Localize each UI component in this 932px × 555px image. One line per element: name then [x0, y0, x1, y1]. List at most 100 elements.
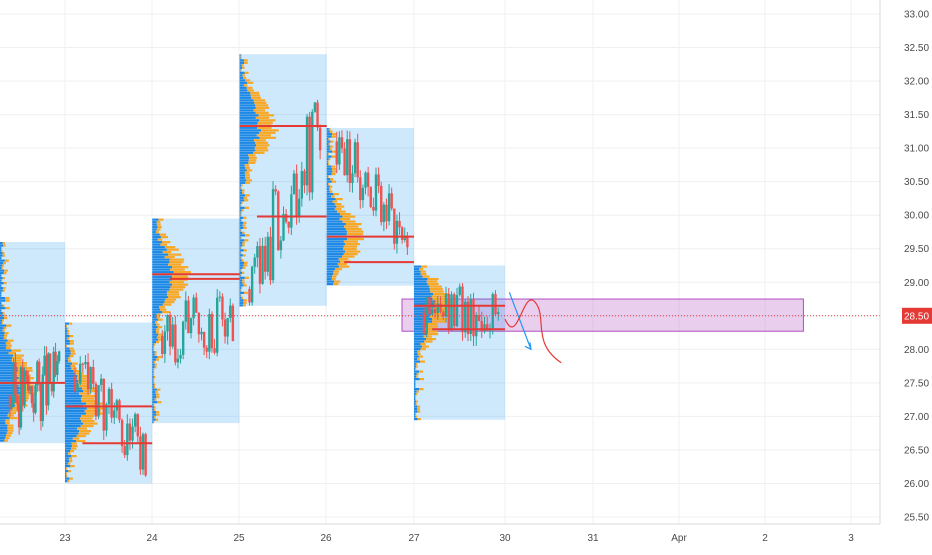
- volume-profile-bar: [152, 396, 157, 399]
- volume-profile-bar: [78, 385, 89, 388]
- volume-profile-bar: [5, 347, 11, 350]
- candle-body: [171, 324, 174, 347]
- candle-body: [14, 362, 17, 396]
- candle-body: [279, 240, 283, 251]
- volume-profile-bar: [424, 328, 434, 331]
- volume-profile-bar: [326, 150, 333, 153]
- volume-profile-bar: [239, 229, 241, 232]
- volume-profile-bar: [247, 81, 254, 84]
- volume-profile-bar: [65, 467, 67, 470]
- volume-profile-bar: [239, 166, 246, 169]
- volume-profile-bar: [242, 279, 245, 282]
- volume-profile-bar: [0, 287, 4, 290]
- volume-profile-bar: [239, 134, 257, 137]
- candle-body: [458, 286, 461, 296]
- x-tick-label: 23: [59, 533, 71, 544]
- volume-profile-bar: [13, 402, 26, 405]
- volume-profile-bar: [246, 86, 253, 89]
- volume-profile-bar: [326, 283, 334, 286]
- volume-profile-bar: [0, 422, 6, 425]
- volume-profile-bar: [427, 323, 438, 326]
- volume-profile-bar: [414, 298, 433, 301]
- volume-profile-bar: [331, 155, 336, 158]
- volume-profile-bar: [429, 315, 443, 318]
- volume-profile-bar: [65, 352, 71, 355]
- candle-body: [94, 383, 98, 417]
- candle-body: [269, 236, 272, 281]
- candle-body: [395, 220, 399, 244]
- volume-profile-bar: [243, 196, 247, 199]
- volume-profile-bar: [65, 337, 68, 340]
- volume-profile-bar: [7, 424, 14, 427]
- volume-profile-bar: [0, 332, 5, 335]
- volume-profile-bar: [244, 291, 248, 294]
- volume-profile-bar: [326, 173, 332, 176]
- volume-profile-bar: [326, 215, 343, 218]
- volume-profile-bar: [69, 477, 73, 480]
- volume-profile-bar: [65, 362, 73, 365]
- candle-body: [390, 193, 393, 209]
- volume-profile-bar: [253, 139, 266, 142]
- volume-profile-bar: [65, 407, 87, 410]
- volume-profile-bar: [239, 184, 242, 187]
- volume-profile-bar: [1, 247, 2, 250]
- volume-profile-bar: [240, 294, 242, 297]
- volume-profile-bar: [342, 220, 356, 223]
- volume-profile-bar: [414, 293, 434, 296]
- volume-profile-bar: [162, 311, 171, 314]
- volume-profile-bar: [239, 206, 245, 209]
- volume-profile-bar: [326, 203, 335, 206]
- volume-profile-bar: [0, 369, 18, 372]
- volume-profile-bar: [326, 143, 329, 146]
- volume-profile-bar: [239, 219, 241, 222]
- volume-profile-bar: [168, 263, 182, 266]
- volume-profile-bar: [2, 277, 5, 280]
- volume-profile-bar: [0, 402, 14, 405]
- volume-profile-bar: [77, 427, 87, 430]
- volume-profile-bar: [152, 248, 167, 251]
- volume-profile-bar: [245, 79, 251, 82]
- volume-profile-bar: [248, 159, 257, 162]
- volume-profile-bar: [65, 322, 69, 325]
- volume-profile-bar: [3, 337, 7, 340]
- volume-profile-bar: [326, 128, 329, 131]
- volume-profile-bar: [333, 283, 339, 286]
- volume-profile-bar: [431, 295, 447, 298]
- volume-profile-bar: [8, 412, 16, 415]
- volume-profile-bar: [152, 333, 159, 336]
- volume-profile-bar: [156, 388, 161, 391]
- volume-profile-bar: [342, 215, 356, 218]
- volume-profile-bar: [427, 325, 439, 328]
- volume-profile-bar: [420, 343, 426, 346]
- volume-profile-bar: [415, 383, 416, 386]
- volume-profile-bar: [240, 204, 242, 207]
- volume-profile-bar: [158, 333, 164, 336]
- volume-profile-bar: [335, 198, 343, 201]
- volume-profile-bar: [81, 420, 95, 423]
- candle-body: [120, 420, 124, 447]
- candle-body: [271, 189, 275, 281]
- candle-body: [144, 434, 147, 476]
- volume-profile-bar: [0, 389, 20, 392]
- volume-profile-bar: [435, 300, 453, 303]
- volume-profile-bar: [159, 233, 167, 236]
- volume-profile-bar: [326, 163, 329, 166]
- volume-profile-bar: [153, 348, 155, 351]
- volume-profile-bar: [72, 362, 78, 365]
- volume-profile-bar: [239, 289, 241, 292]
- volume-profile-bar: [431, 320, 447, 323]
- volume-profile-bar: [429, 288, 443, 291]
- candle-body: [266, 236, 270, 272]
- volume-profile-bar: [0, 312, 3, 315]
- volume-profile-bar: [154, 406, 156, 409]
- volume-profile-bar: [239, 294, 241, 297]
- volume-profile-bar: [422, 345, 429, 348]
- volume-profile-bar: [0, 437, 6, 440]
- candle-body: [107, 388, 111, 405]
- volume-profile-bar: [326, 210, 338, 213]
- volume-profile-bar: [239, 194, 246, 197]
- volume-profile-bar: [239, 171, 245, 174]
- candle-body: [377, 174, 380, 186]
